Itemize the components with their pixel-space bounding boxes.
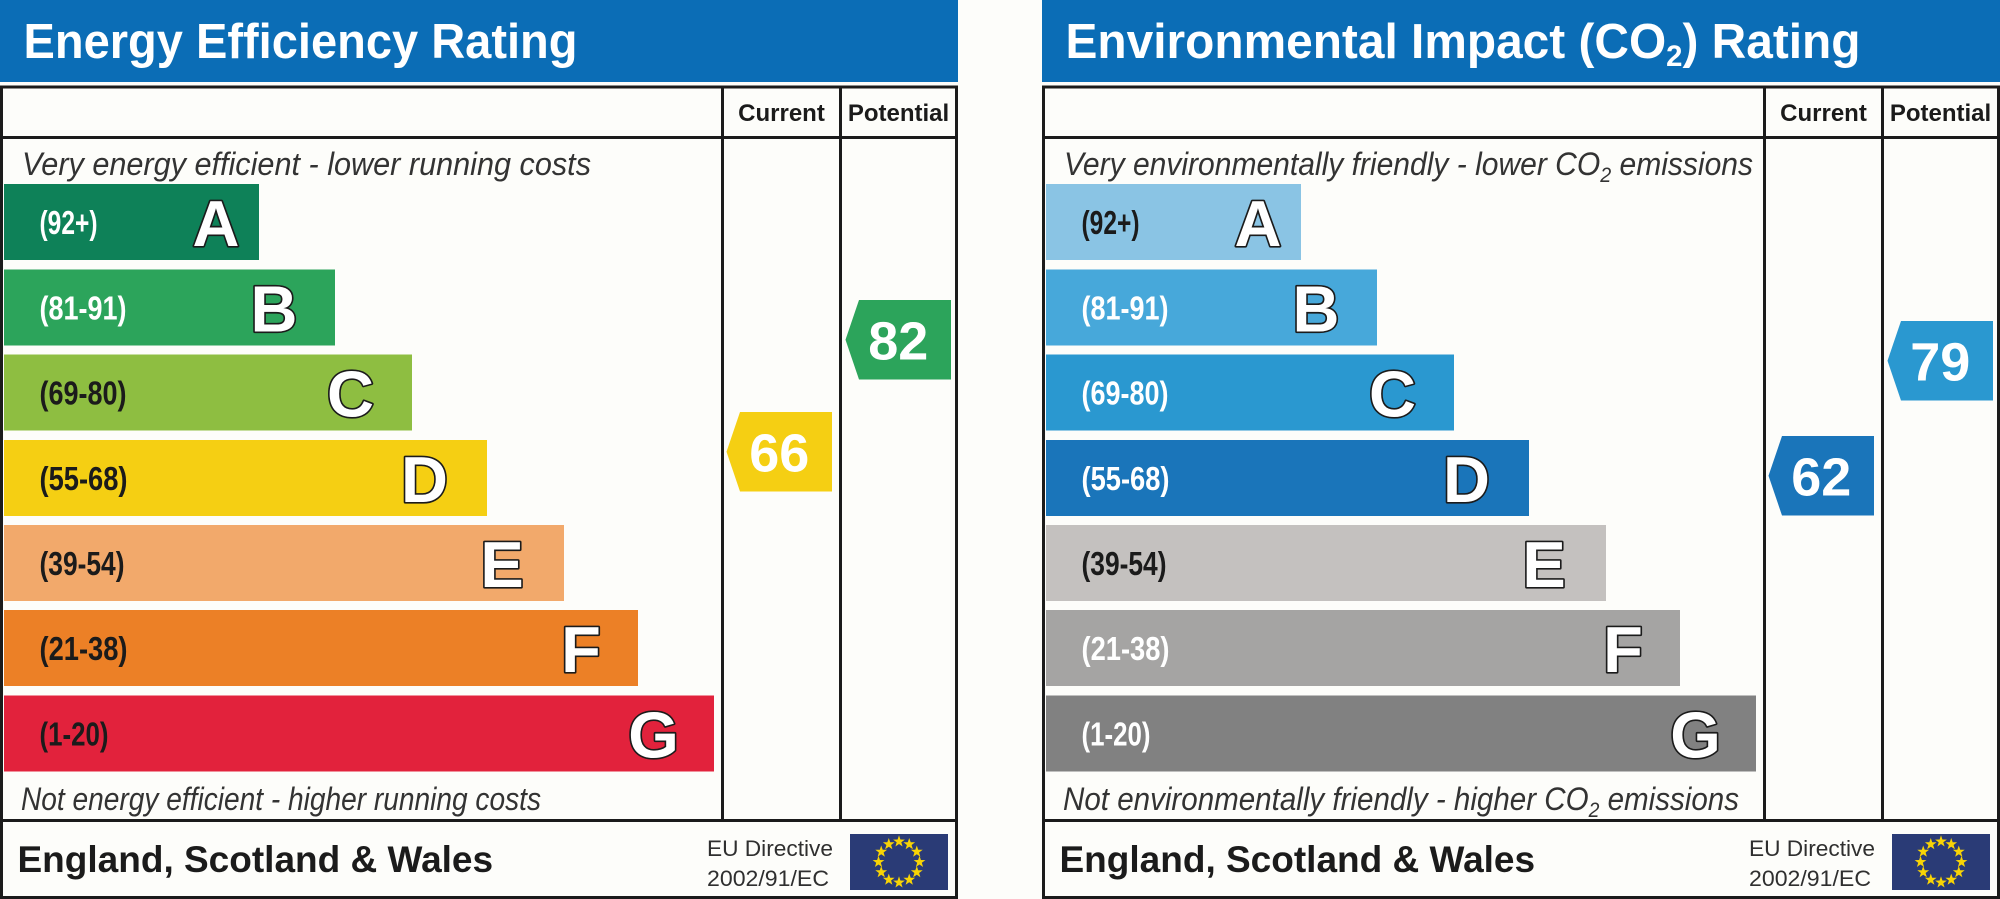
svg-text:Very energy efficient - lower: Very energy efficient - lower running co… xyxy=(22,146,591,182)
svg-text:82: 82 xyxy=(868,311,928,371)
svg-text:79: 79 xyxy=(1910,332,1970,392)
svg-text:EU Directive: EU Directive xyxy=(1749,836,1875,861)
svg-text:(55-68): (55-68) xyxy=(40,460,128,497)
svg-text:66: 66 xyxy=(749,423,809,483)
svg-text:EU Directive: EU Directive xyxy=(707,836,833,861)
svg-text:G: G xyxy=(1670,699,1721,772)
svg-text:D: D xyxy=(1443,443,1490,516)
svg-text:Potential: Potential xyxy=(1890,100,1991,127)
svg-text:D: D xyxy=(401,443,448,516)
svg-text:(81-91): (81-91) xyxy=(1082,290,1169,327)
svg-text:E: E xyxy=(1522,528,1565,601)
svg-text:England, Scotland & Wales: England, Scotland & Wales xyxy=(1060,839,1536,880)
svg-text:F: F xyxy=(561,613,601,686)
svg-text:2002/91/EC: 2002/91/EC xyxy=(1749,866,1871,891)
svg-text:England, Scotland & Wales: England, Scotland & Wales xyxy=(18,839,494,880)
svg-text:(92+): (92+) xyxy=(1082,204,1140,241)
svg-text:Environmental Impact (CO2) Rat: Environmental Impact (CO2) Rating xyxy=(1066,15,1861,73)
svg-text:(21-38): (21-38) xyxy=(40,630,128,667)
svg-text:62: 62 xyxy=(1791,447,1851,507)
svg-text:(81-91): (81-91) xyxy=(40,290,127,327)
svg-text:Energy Efficiency Rating: Energy Efficiency Rating xyxy=(24,15,578,69)
svg-text:(55-68): (55-68) xyxy=(1082,460,1170,497)
svg-text:(39-54): (39-54) xyxy=(40,545,125,582)
svg-text:(92+): (92+) xyxy=(40,204,98,241)
svg-text:B: B xyxy=(251,273,298,346)
svg-text:Current: Current xyxy=(1780,100,1867,127)
svg-text:Not energy efficient - higher: Not energy efficient - higher running co… xyxy=(21,781,541,817)
svg-text:Current: Current xyxy=(738,100,825,127)
svg-text:B: B xyxy=(1293,273,1340,346)
svg-text:C: C xyxy=(1369,358,1416,431)
svg-text:F: F xyxy=(1603,613,1643,686)
svg-text:C: C xyxy=(327,358,374,431)
svg-text:G: G xyxy=(628,699,679,772)
svg-text:(69-80): (69-80) xyxy=(40,375,127,412)
svg-text:2002/91/EC: 2002/91/EC xyxy=(707,866,829,891)
svg-text:(69-80): (69-80) xyxy=(1082,375,1169,412)
svg-text:(1-20): (1-20) xyxy=(40,716,109,753)
svg-text:(1-20): (1-20) xyxy=(1082,716,1151,753)
svg-text:(21-38): (21-38) xyxy=(1082,630,1170,667)
svg-text:A: A xyxy=(193,187,240,260)
svg-text:(39-54): (39-54) xyxy=(1082,545,1167,582)
svg-text:E: E xyxy=(480,528,523,601)
svg-text:Not environmentally friendly -: Not environmentally friendly - higher CO… xyxy=(1063,781,1739,822)
svg-text:A: A xyxy=(1235,187,1282,260)
svg-text:Potential: Potential xyxy=(848,100,949,127)
svg-text:Very environmentally friendly: Very environmentally friendly - lower CO… xyxy=(1064,146,1753,187)
